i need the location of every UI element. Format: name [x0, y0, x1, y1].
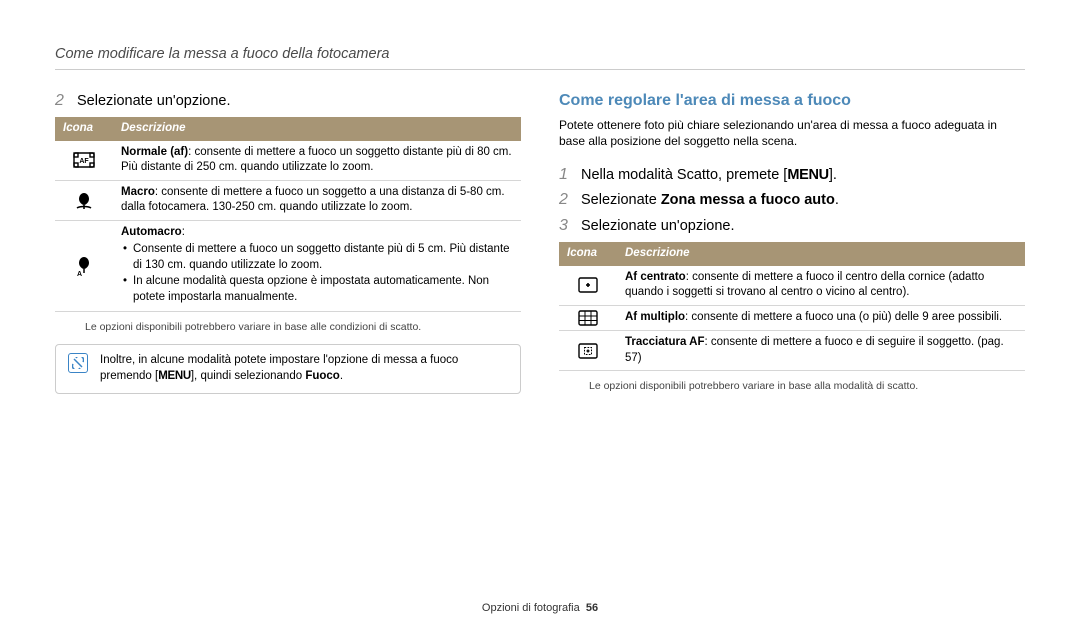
post: ]. [829, 167, 837, 183]
colon: : [182, 226, 185, 238]
left-step-2: 2 Selezionate un'opzione. [55, 90, 521, 112]
label: Af multiplo [625, 311, 685, 323]
desc-cell: Automacro: Consente di mettere a fuoco u… [113, 220, 521, 312]
desc-cell: Tracciatura AF: consente di mettere a fu… [617, 331, 1025, 371]
callout-bold: Fuoco [305, 370, 340, 382]
step-number: 1 [559, 164, 573, 186]
page-footer: Opzioni di fotografia 56 [0, 601, 1080, 616]
right-step-1: 1 Nella modalità Scatto, premete [MENU]. [559, 164, 1025, 186]
right-step-2: 2 Selezionate Zona messa a fuoco auto. [559, 189, 1025, 211]
svg-text:A: A [77, 271, 82, 276]
step-number: 3 [559, 215, 573, 237]
text: : consente di mettere a fuoco un soggett… [121, 186, 505, 214]
center-af-icon [559, 266, 617, 306]
footer-label: Opzioni di fotografia [482, 602, 580, 614]
svg-text:AF: AF [79, 158, 89, 165]
desc-cell: Macro: consente di mettere a fuoco un so… [113, 180, 521, 220]
label: Af centrato [625, 271, 686, 283]
th-icon: Icona [55, 117, 113, 141]
desc-cell: Af multiplo: consente di mettere a fuoco… [617, 305, 1025, 331]
section-intro: Potete ottenere foto più chiare selezion… [559, 117, 1025, 149]
pre: Nella modalità Scatto, premete [ [581, 167, 787, 183]
bullet-list: Consente di mettere a fuoco un soggetto … [121, 242, 517, 305]
menu-button-text: MENU [158, 369, 191, 385]
step-text: Nella modalità Scatto, premete [MENU]. [581, 166, 837, 186]
step-text: Selezionate Zona messa a fuoco auto. [581, 191, 839, 211]
step-text: Selezionate un'opzione. [581, 217, 735, 237]
left-options-table: Icona Descrizione AF [55, 117, 521, 312]
step-number: 2 [55, 90, 69, 112]
text: : consente di mettere a fuoco una (o più… [685, 311, 1002, 323]
label: Automacro [121, 226, 182, 238]
section-heading: Come regolare l'area di messa a fuoco [559, 90, 1025, 112]
pre: Selezionate [581, 192, 661, 208]
menu-button-text: MENU [787, 166, 829, 186]
th-desc: Descrizione [617, 242, 1025, 266]
right-column: Come regolare l'area di messa a fuoco Po… [559, 90, 1025, 404]
multi-af-icon [559, 305, 617, 331]
page-number: 56 [586, 602, 598, 614]
table-row: Af centrato: consente di mettere a fuoco… [559, 266, 1025, 306]
callout-post: . [340, 370, 343, 382]
label: Normale (af) [121, 146, 188, 158]
th-desc: Descrizione [113, 117, 521, 141]
macro-icon [55, 180, 113, 220]
right-footnote: Le opzioni disponibili potrebbero variar… [559, 379, 1025, 393]
table-row: Af multiplo: consente di mettere a fuoco… [559, 305, 1025, 331]
bold: Zona messa a fuoco auto [661, 192, 835, 208]
bullet: Consente di mettere a fuoco un soggetto … [121, 242, 517, 273]
left-footnote: Le opzioni disponibili potrebbero variar… [55, 320, 521, 334]
table-row: Tracciatura AF: consente di mettere a fu… [559, 331, 1025, 371]
callout-mid: ], quindi selezionando [191, 370, 305, 382]
left-column: 2 Selezionate un'opzione. Icona Descrizi… [55, 90, 521, 404]
step-text: Selezionate un'opzione. [77, 92, 231, 112]
label: Macro [121, 186, 155, 198]
automacro-icon: A [55, 220, 113, 312]
info-icon [68, 353, 88, 373]
desc-cell: Normale (af): consente di mettere a fuoc… [113, 141, 521, 181]
th-icon: Icona [559, 242, 617, 266]
info-callout: Inoltre, in alcune modalità potete impos… [55, 344, 521, 393]
table-row: A Automacro: Consente di mettere a fuoco… [55, 220, 521, 312]
tracking-af-icon [559, 331, 617, 371]
table-row: AF Normale (af): consente di mettere a f… [55, 141, 521, 181]
bullet: In alcune modalità questa opzione è impo… [121, 274, 517, 305]
right-options-table: Icona Descrizione Af centrato: consente … [559, 242, 1025, 371]
page-title: Come modificare la messa a fuoco della f… [55, 45, 1025, 70]
post: . [835, 192, 839, 208]
callout-text: Inoltre, in alcune modalità potete impos… [100, 353, 510, 384]
step-number: 2 [559, 189, 573, 211]
right-step-3: 3 Selezionate un'opzione. [559, 215, 1025, 237]
normal-af-icon: AF [55, 141, 113, 181]
label: Tracciatura AF [625, 336, 704, 348]
desc-cell: Af centrato: consente di mettere a fuoco… [617, 266, 1025, 306]
table-row: Macro: consente di mettere a fuoco un so… [55, 180, 521, 220]
